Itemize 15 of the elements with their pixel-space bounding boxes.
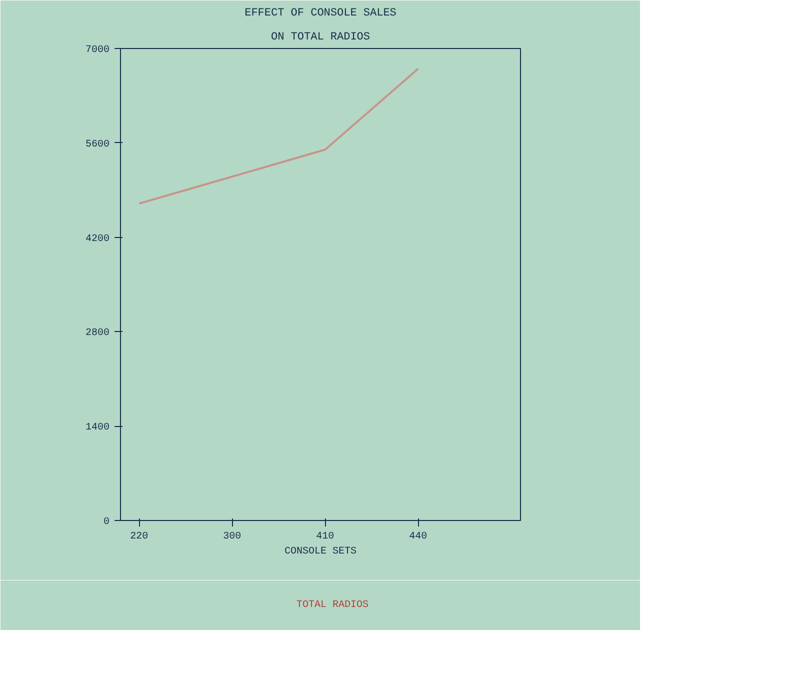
x-tick-label: 300 (223, 532, 242, 542)
line-series (138, 68, 420, 205)
x-tick-label: 440 (409, 532, 428, 542)
y-tick-label: 5600 (85, 139, 110, 150)
x-tick-label: 220 (130, 532, 148, 542)
y-tick-label: 0 (104, 517, 110, 528)
y-tick-label: 4200 (85, 234, 110, 245)
x-axis-title: CONSOLE SETS (284, 546, 357, 558)
chart-title: EFFECT OF CONSOLE SALES (244, 8, 397, 20)
text: TOTAL RADIOS (296, 600, 369, 610)
y-tick-label: 1400 (85, 422, 110, 434)
y-tick-label: 2800 (85, 328, 110, 340)
x-tick-label: 410 (316, 532, 334, 542)
y-tick-label: 7000 (85, 45, 110, 56)
chart-subtitle: ON TOTAL RADIOS (270, 32, 370, 44)
